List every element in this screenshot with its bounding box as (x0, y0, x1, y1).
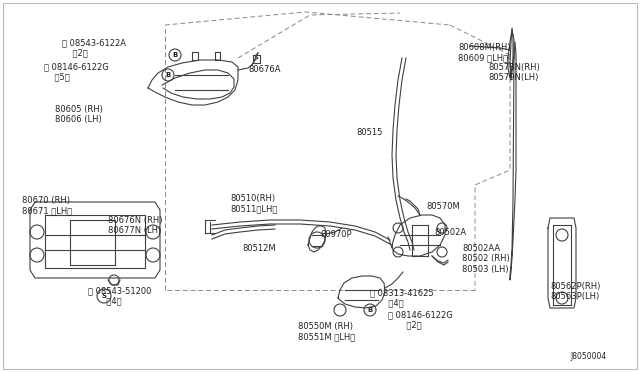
Text: 80502A: 80502A (434, 228, 466, 237)
Text: 80578N(RH)
80579N(LH): 80578N(RH) 80579N(LH) (488, 63, 540, 83)
Text: B: B (165, 72, 171, 78)
Text: S: S (102, 293, 106, 299)
Text: 80515: 80515 (356, 128, 382, 137)
Text: Ⓑ 08146-6122G
       （2）: Ⓑ 08146-6122G （2） (388, 310, 452, 329)
Text: Ⓢ 08543-51200
       （4）: Ⓢ 08543-51200 （4） (88, 286, 152, 305)
Text: J8050004: J8050004 (570, 352, 606, 361)
Text: B: B (172, 52, 178, 58)
Text: 80608M(RH)
80609 （LH）: 80608M(RH) 80609 （LH） (458, 43, 511, 62)
Text: 80676N (RH)
80677N (LH): 80676N (RH) 80677N (LH) (108, 216, 163, 235)
Text: 80510(RH)
80511（LH）: 80510(RH) 80511（LH） (230, 194, 277, 214)
Text: 80605 (RH)
80606 (LH): 80605 (RH) 80606 (LH) (55, 105, 103, 124)
Text: 80502AA
80502 (RH)
80503 (LH): 80502AA 80502 (RH) 80503 (LH) (462, 244, 509, 274)
Text: 80570M: 80570M (426, 202, 460, 211)
Text: Ⓑ 08146-6122G
    （5）: Ⓑ 08146-6122G （5） (44, 62, 109, 81)
Text: 80550M (RH)
80551M （LH）: 80550M (RH) 80551M （LH） (298, 322, 355, 341)
Text: 80670 (RH)
80671 （LH）: 80670 (RH) 80671 （LH） (22, 196, 72, 215)
Text: 80512M: 80512M (242, 244, 276, 253)
Text: 80562P(RH)
80563P(LH): 80562P(RH) 80563P(LH) (550, 282, 600, 301)
Text: B: B (367, 307, 372, 313)
Text: 80970P: 80970P (320, 230, 351, 239)
Text: 80676A: 80676A (248, 65, 280, 74)
Text: Ⓑ 08543-6122A
    （2）: Ⓑ 08543-6122A （2） (62, 38, 126, 57)
Text: Ⓑ 08313-41625
       （4）: Ⓑ 08313-41625 （4） (370, 288, 434, 307)
